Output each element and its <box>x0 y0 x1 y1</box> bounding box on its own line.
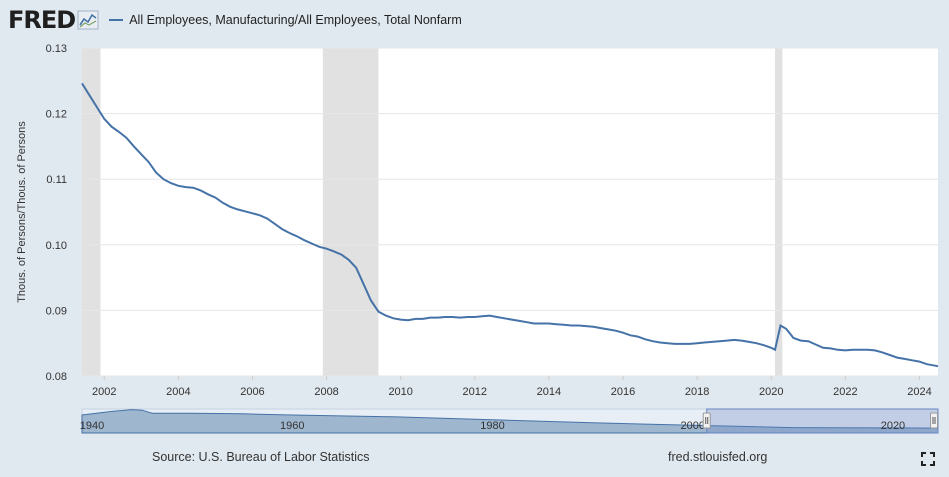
y-tick-label: 0.13 <box>46 43 67 55</box>
recession-band <box>774 48 783 376</box>
navigator-left-handle[interactable] <box>702 412 711 429</box>
y-tick-label: 0.08 <box>46 371 67 383</box>
range-navigator[interactable]: 1940 1960 1980 2000 2020 <box>80 408 939 434</box>
y-tick-label: 0.12 <box>46 109 67 121</box>
y-tick-label: 0.09 <box>46 305 67 317</box>
navigator-series-area <box>81 409 939 434</box>
x-axis-ticks: 2002 2004 2006 2008 2010 2012 2014 2016 2018 2020… <box>92 376 932 398</box>
gridlines <box>82 47 938 377</box>
fred-chart-icon <box>77 10 99 30</box>
x-tick-label: 2014 <box>537 386 561 398</box>
x-tick-label: 2004 <box>166 386 190 398</box>
recession-band <box>322 48 379 376</box>
plot-area <box>82 48 938 376</box>
source-note: Source: U.S. Bureau of Labor Statistics <box>152 450 370 464</box>
handle-grip[interactable] <box>702 412 711 429</box>
x-tick-label: 2006 <box>240 386 264 398</box>
navigator-right-handle[interactable] <box>930 412 938 429</box>
navigator-label: 1980 <box>480 420 504 432</box>
fullscreen-icon[interactable] <box>921 452 935 466</box>
x-tick-label: 2010 <box>388 386 412 398</box>
recession-bands <box>82 48 783 376</box>
fred-logo[interactable]: FRED <box>8 6 76 34</box>
chart-legend[interactable]: All Employees, Manufacturing/All Employe… <box>109 13 462 27</box>
legend-swatch <box>109 19 124 21</box>
x-tick-label: 2002 <box>92 386 116 398</box>
handle-grip[interactable] <box>930 412 938 429</box>
navigator-label: 1960 <box>280 420 304 432</box>
x-tick-label: 2008 <box>314 386 338 398</box>
x-tick-label: 2020 <box>759 386 783 398</box>
source-url[interactable]: fred.stlouisfed.org <box>668 450 768 464</box>
x-tick-label: 2016 <box>611 386 635 398</box>
navigator-label: 1940 <box>80 420 104 432</box>
navigator-label: 2020 <box>881 420 905 432</box>
y-axis-label: Thous. of Persons/Thous. of Persons <box>16 121 28 303</box>
legend-label: All Employees, Manufacturing/All Employe… <box>129 13 462 27</box>
series-line <box>81 82 939 368</box>
y-axis-ticks: 0.08 0.09 0.10 0.11 0.12 0.13 <box>46 43 67 383</box>
navigator-label: 2000 <box>680 420 704 432</box>
chart-header: FRED All Employees, Manufacturing/All Em… <box>8 6 462 34</box>
x-tick-label: 2024 <box>907 386 931 398</box>
recession-band <box>82 48 101 376</box>
x-tick-label: 2022 <box>833 386 857 398</box>
x-tick-label: 2012 <box>463 386 487 398</box>
x-tick-label: 2018 <box>685 386 709 398</box>
y-tick-label: 0.11 <box>46 174 67 186</box>
navigator-labels: 1940 1960 1980 2000 2020 <box>80 420 905 432</box>
navigator-selection[interactable] <box>706 408 939 434</box>
y-tick-label: 0.10 <box>46 240 67 252</box>
